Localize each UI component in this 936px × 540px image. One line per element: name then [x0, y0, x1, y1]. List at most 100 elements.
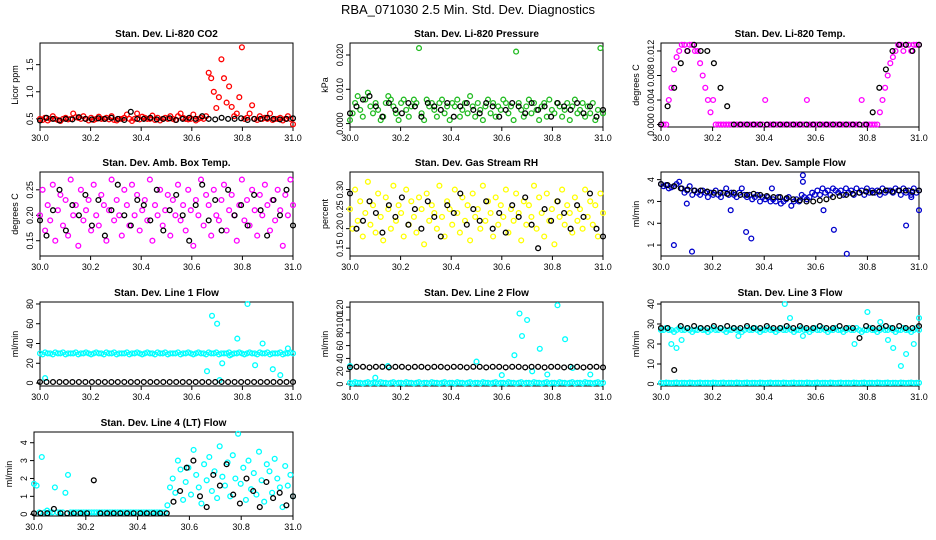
data-point: [522, 194, 529, 201]
data-point: [147, 217, 154, 224]
data-point: [544, 371, 551, 378]
data-point: [781, 300, 788, 308]
data-point: [561, 103, 568, 110]
data-point: [140, 378, 147, 386]
data-point: [457, 363, 464, 370]
data-point: [520, 113, 527, 120]
data-point: [255, 448, 263, 455]
data-point: [810, 324, 817, 332]
data-point: [676, 178, 683, 185]
data-point: [489, 103, 496, 110]
data-point: [90, 477, 97, 484]
data-point: [225, 115, 232, 122]
data-point: [567, 225, 574, 232]
data-point: [357, 106, 364, 113]
x-tick-label: 30.4: [442, 392, 460, 402]
data-point: [587, 110, 594, 117]
data-point: [264, 114, 271, 121]
data-point: [467, 237, 474, 244]
data-point: [403, 106, 410, 113]
data-point: [561, 221, 568, 228]
data-point: [528, 110, 535, 117]
points-group: [347, 302, 606, 387]
y-tick-label: 0.20: [335, 220, 345, 238]
data-point: [671, 84, 678, 91]
data-point: [790, 121, 797, 128]
x-tick-label: 30.0: [341, 262, 359, 272]
data-point: [433, 113, 440, 120]
x-tick-label: 30.8: [544, 392, 562, 402]
data-point: [842, 185, 850, 192]
data-point: [450, 113, 457, 120]
x-tick-label: 30.0: [341, 392, 359, 402]
data-point: [528, 99, 535, 107]
data-point: [372, 229, 379, 236]
data-point: [134, 110, 141, 117]
data-point: [127, 108, 134, 115]
data-point: [352, 186, 359, 193]
data-point: [522, 364, 529, 371]
data-point: [206, 453, 213, 461]
data-point: [691, 322, 698, 330]
data-point: [823, 324, 830, 332]
data-point: [737, 191, 744, 198]
data-point: [42, 227, 49, 234]
data-point: [502, 106, 509, 113]
x-tick-label: 31.0: [284, 262, 302, 272]
y-tick-label: 2: [19, 476, 29, 481]
x-tick-label: 30.2: [704, 262, 722, 272]
data-point: [213, 104, 220, 112]
data-point: [270, 115, 277, 122]
series-mean: [347, 302, 606, 387]
data-point: [186, 114, 193, 121]
data-point: [750, 324, 757, 332]
data-point: [354, 217, 361, 224]
data-point: [467, 93, 474, 100]
data-point: [418, 206, 425, 213]
data-point: [38, 453, 45, 461]
data-point: [450, 363, 457, 370]
data-point: [889, 47, 896, 55]
y-axis-label: ml/min: [631, 201, 641, 228]
series-subset: [658, 180, 922, 205]
data-point: [67, 176, 74, 183]
data-point: [909, 188, 916, 195]
data-point: [763, 121, 770, 128]
plot-panel-9: Stan. Dev. Line 3 Flow 30.0 30.2 30.4 30.6 30…: [631, 288, 928, 402]
data-point: [816, 191, 824, 198]
x-tick-label: 31.0: [910, 392, 928, 402]
y-tick-label: 0.15: [335, 239, 345, 257]
data-point: [684, 47, 691, 55]
data-point: [671, 366, 678, 374]
data-point: [592, 202, 599, 209]
data-point: [665, 96, 672, 104]
data-point: [173, 191, 180, 198]
data-point: [597, 190, 604, 197]
data-point: [75, 378, 82, 386]
y-axis-label: degrees C: [10, 193, 20, 235]
data-point: [70, 510, 77, 517]
x-tick-label: 31.0: [284, 522, 302, 532]
data-point: [876, 324, 883, 332]
data-point: [359, 233, 366, 240]
x-tick-label: 30.4: [442, 262, 460, 272]
data-point: [146, 176, 153, 183]
data-point: [423, 190, 430, 197]
data-point: [597, 380, 604, 387]
data-point: [889, 54, 896, 61]
data-point: [593, 363, 600, 370]
data-point: [786, 314, 794, 322]
data-point: [413, 99, 420, 107]
data-point: [210, 186, 217, 193]
data-point: [77, 510, 84, 517]
plot-frame: [349, 42, 604, 128]
data-point: [283, 186, 290, 193]
data-point: [235, 430, 242, 437]
data-point: [57, 191, 64, 198]
data-point: [869, 109, 876, 116]
x-tick-label: 30.6: [493, 133, 511, 143]
data-point: [483, 99, 490, 107]
y-tick-label: 0: [335, 382, 345, 387]
y-tick-label: 0.20: [25, 207, 35, 225]
